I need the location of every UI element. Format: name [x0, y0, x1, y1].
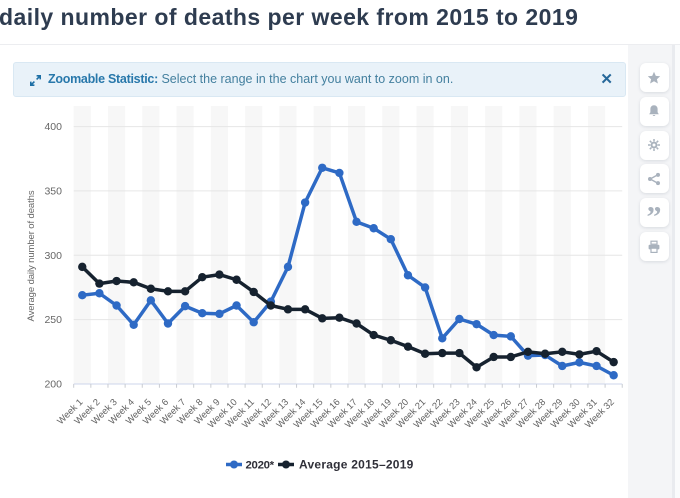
svg-text:300: 300	[44, 250, 62, 262]
svg-text:200: 200	[44, 379, 62, 391]
svg-text:350: 350	[44, 185, 62, 197]
svg-text:Average 2015–2019: Average 2015–2019	[299, 458, 414, 472]
svg-text:”: ”	[647, 200, 662, 233]
svg-text:400: 400	[44, 121, 62, 133]
svg-text:Average daily number of deaths: Average daily number of deaths	[26, 190, 37, 321]
svg-text:2020*: 2020*	[246, 460, 275, 472]
svg-text:250: 250	[44, 314, 62, 326]
